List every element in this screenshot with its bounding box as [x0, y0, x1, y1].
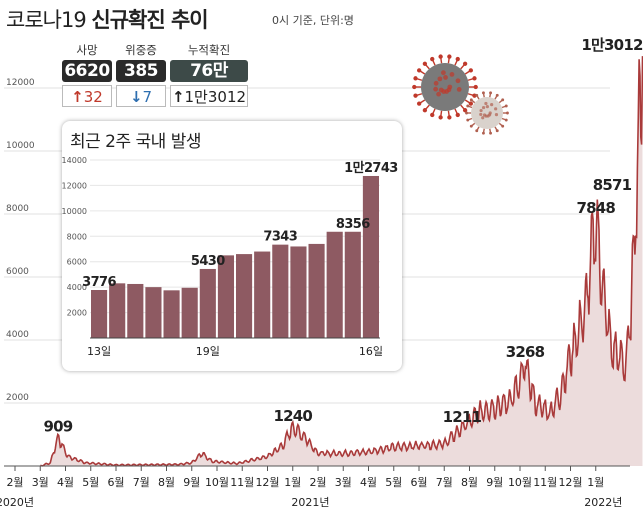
inset-panel: 최근 2주 국내 발생 2000 4000 6000 8000 10000 12000 14…: [62, 121, 402, 371]
x-tick-label: 7월: [436, 476, 453, 489]
x-tick-label: 9월: [486, 476, 503, 489]
inset-bar: [199, 268, 216, 338]
inset-chart: 2000 4000 6000 8000 10000 12000 14000 13일 19일 16일…: [62, 156, 399, 358]
stat-value: 385: [116, 60, 166, 82]
inset-y-tick-label: 6000: [67, 258, 87, 267]
year-label: 2020년: [0, 496, 34, 509]
inset-x-tick-label: 13일: [87, 344, 111, 358]
year-label: 2022년: [584, 496, 622, 509]
unit-note: 0시 기준, 단위:명: [272, 14, 354, 27]
inset-bar: [145, 287, 162, 338]
y-tick-label: 4000: [6, 330, 29, 340]
title-bold: 신규확진 추이: [91, 8, 208, 32]
inset-bar: [362, 175, 379, 338]
inset-data-label: 3776: [82, 275, 116, 290]
year-label: 2021년: [291, 496, 329, 509]
stat-delta-value: 7: [142, 88, 153, 106]
inset-bar: [91, 289, 108, 338]
data-label: 8571: [593, 176, 632, 194]
inset-bar: [217, 255, 234, 338]
inset-y-tick-label: 10000: [62, 207, 87, 216]
stat-delta: ↓7: [116, 85, 166, 107]
data-label: 3268: [506, 343, 545, 361]
x-tick-label: 9월: [183, 476, 200, 489]
inset-data-label: 7343: [263, 230, 297, 245]
data-label: 7848: [576, 199, 615, 217]
inset-bar: [254, 251, 271, 338]
inset-data-label: 8356: [336, 217, 370, 232]
inset-data-label: 1만2743: [344, 160, 398, 176]
inset-bar: [272, 244, 289, 338]
inset-bar: [109, 283, 126, 338]
y-tick-label: 2000: [6, 393, 29, 403]
stat-value: 6620: [62, 60, 112, 82]
inset-bar: [127, 283, 144, 338]
inset-bar: [326, 231, 343, 338]
stat-delta-value: 1만3012: [184, 88, 247, 106]
x-tick-label: 10월: [508, 476, 532, 489]
x-tick-label: 3월: [32, 476, 49, 489]
stat-label: 누적확진: [187, 43, 231, 57]
x-tick-label: 4월: [57, 476, 74, 489]
x-tick-label: 11월: [230, 476, 254, 489]
x-tick-label: 6월: [107, 476, 124, 489]
stat-arrow-icon: ↓: [129, 88, 143, 106]
x-tick-label: 4월: [360, 476, 377, 489]
x-tick-label: 1월: [284, 476, 301, 489]
inset-x-tick-label: 16일: [359, 344, 383, 358]
stat-value: 76만2983: [170, 60, 248, 103]
inset-y-tick-label: 8000: [67, 232, 87, 241]
title-main: 코로나19: [6, 8, 87, 32]
y-tick-label: 8000: [6, 204, 29, 214]
y-tick-label: 12000: [6, 78, 35, 88]
stat-delta-value: 32: [83, 88, 103, 106]
inset-bar: [308, 243, 325, 338]
x-tick-label: 10월: [205, 476, 229, 489]
x-tick-label: 11월: [533, 476, 557, 489]
data-label: 1240: [273, 407, 312, 425]
stat-delta: ↑32: [62, 85, 112, 107]
data-label: 1211: [443, 408, 482, 426]
inset-bar: [344, 231, 361, 338]
cases-line: [40, 56, 643, 467]
x-tick-label: 6월: [410, 476, 427, 489]
stat-label: 위중증: [125, 43, 157, 57]
data-label: 1만3012: [581, 36, 643, 54]
inset-bar: [163, 290, 180, 338]
inset-x-tick-label: 19일: [196, 344, 220, 358]
x-tick-label: 2월: [309, 476, 326, 489]
x-tick-label: 12월: [255, 476, 279, 489]
inset-y-tick-label: 4000: [67, 283, 87, 292]
inset-title: 최근 2주 국내 발생: [70, 132, 202, 152]
inset-bar: [236, 254, 253, 338]
x-tick-label: 1월: [587, 476, 604, 489]
inset-data-label: 5430: [191, 254, 225, 269]
y-tick-label: 6000: [6, 267, 29, 277]
inset-bar: [290, 246, 307, 338]
inset-y-tick-label: 12000: [62, 181, 87, 190]
y-tick-label: 10000: [6, 141, 35, 151]
stat-arrow-icon: ↑: [71, 88, 84, 106]
page-title: 코로나19 신규확진 추이: [6, 4, 209, 34]
coronavirus-grey-image: [465, 91, 509, 135]
stat-arrow-icon: ↑: [171, 88, 185, 106]
x-tick-label: 5월: [385, 476, 402, 489]
x-tick-label: 7월: [133, 476, 150, 489]
coronavirus-red-image: [412, 54, 478, 120]
stat-delta: ↑1만3012: [170, 85, 248, 107]
x-tick-label: 8월: [158, 476, 175, 489]
x-tick-label: 3월: [335, 476, 352, 489]
x-tick-label: 5월: [82, 476, 99, 489]
stat-label: 사망: [76, 43, 98, 57]
inset-y-tick-label: 2000: [67, 309, 87, 318]
x-tick-label: 12월: [558, 476, 582, 489]
cases-area: [40, 56, 643, 466]
data-label: 909: [43, 417, 72, 435]
inset-y-tick-label: 14000: [62, 156, 87, 165]
x-tick-label: 8월: [461, 476, 478, 489]
x-tick-label: 2월: [6, 476, 23, 489]
inset-bar: [181, 287, 198, 338]
